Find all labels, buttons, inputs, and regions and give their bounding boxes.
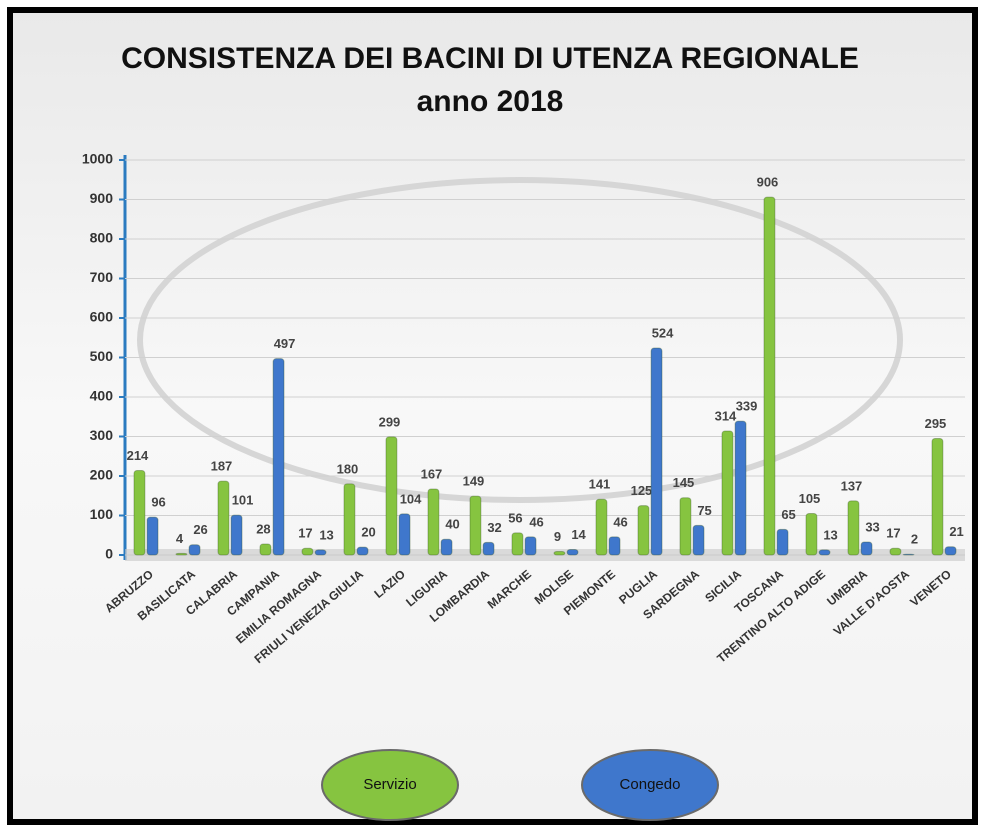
- value-label: 21: [949, 524, 963, 539]
- value-label: 13: [823, 527, 837, 542]
- bar: [567, 549, 578, 555]
- y-tick-label: 500: [90, 348, 114, 364]
- value-label: 13: [319, 527, 333, 542]
- bar: [344, 484, 355, 555]
- value-label: 314: [715, 408, 737, 423]
- value-label: 214: [127, 448, 149, 463]
- bar: [819, 550, 830, 555]
- y-tick-label: 300: [90, 427, 114, 443]
- bar: [176, 553, 187, 555]
- legend-label: Congedo: [620, 776, 681, 793]
- bar: [903, 554, 914, 555]
- value-label: 4: [176, 531, 184, 546]
- bar: [861, 542, 872, 555]
- bar: [890, 548, 901, 555]
- bar: [231, 515, 242, 555]
- value-label: 26: [193, 522, 207, 537]
- bar: [441, 539, 452, 555]
- frame: [10, 10, 975, 822]
- value-label: 125: [631, 483, 653, 498]
- y-tick-label: 200: [90, 467, 114, 483]
- value-label: 65: [781, 507, 795, 522]
- value-label: 2: [911, 532, 918, 547]
- bar: [483, 542, 494, 555]
- value-label: 46: [529, 514, 543, 529]
- y-tick-label: 700: [90, 269, 114, 285]
- y-tick-label: 800: [90, 230, 114, 246]
- bar: [428, 489, 439, 555]
- chart: CONSISTENZA DEI BACINI DI UTENZA REGIONA…: [0, 0, 985, 832]
- value-label: 149: [463, 474, 485, 489]
- value-label: 145: [673, 475, 695, 490]
- bar: [764, 197, 775, 555]
- bar: [554, 551, 565, 555]
- legend-label: Servizio: [363, 776, 416, 793]
- bar: [399, 514, 410, 555]
- value-label: 33: [865, 519, 879, 534]
- value-label: 141: [589, 477, 611, 492]
- value-label: 9: [554, 529, 561, 544]
- bar: [609, 537, 620, 555]
- value-label: 524: [652, 325, 674, 340]
- value-label: 339: [736, 399, 758, 414]
- bar: [147, 517, 158, 555]
- value-label: 17: [298, 526, 312, 541]
- value-label: 295: [925, 416, 947, 431]
- floor: [125, 549, 965, 561]
- y-tick-label: 100: [90, 506, 114, 522]
- bar: [638, 506, 649, 555]
- chart-subtitle: anno 2018: [417, 85, 564, 118]
- bar: [651, 348, 662, 555]
- y-tick-label: 900: [90, 190, 114, 206]
- value-label: 40: [445, 517, 459, 532]
- bar: [315, 550, 326, 555]
- value-label: 96: [151, 495, 165, 510]
- value-label: 32: [487, 520, 501, 535]
- bar: [273, 359, 284, 555]
- bar: [693, 525, 704, 555]
- bar: [806, 514, 817, 555]
- y-tick-label: 400: [90, 388, 114, 404]
- value-label: 28: [256, 521, 270, 536]
- bar: [932, 438, 943, 555]
- bar: [512, 533, 523, 555]
- value-label: 20: [361, 525, 375, 540]
- value-label: 14: [571, 527, 586, 542]
- bar: [777, 529, 788, 555]
- bar: [134, 470, 145, 555]
- bar: [470, 496, 481, 555]
- bar: [386, 437, 397, 555]
- bar: [722, 431, 733, 555]
- value-label: 137: [841, 478, 863, 493]
- bar: [302, 548, 313, 555]
- value-label: 906: [757, 175, 779, 190]
- value-label: 75: [697, 503, 711, 518]
- y-tick-label: 600: [90, 309, 114, 325]
- bar: [189, 545, 200, 555]
- bar: [596, 499, 607, 555]
- value-label: 17: [886, 526, 900, 541]
- value-label: 104: [400, 491, 422, 506]
- value-label: 299: [379, 414, 401, 429]
- value-label: 56: [508, 510, 522, 525]
- bar: [735, 421, 746, 555]
- value-label: 180: [337, 461, 359, 476]
- y-tick-label: 1000: [82, 151, 113, 167]
- bar: [357, 547, 368, 555]
- chart-title: CONSISTENZA DEI BACINI DI UTENZA REGIONA…: [121, 42, 859, 75]
- value-label: 167: [421, 466, 443, 481]
- bar: [218, 481, 229, 555]
- y-tick-label: 0: [105, 546, 113, 562]
- value-label: 46: [613, 514, 627, 529]
- bar: [680, 498, 691, 555]
- bar: [848, 501, 859, 555]
- value-label: 105: [799, 491, 821, 506]
- bar: [945, 547, 956, 555]
- value-label: 497: [274, 336, 296, 351]
- bar: [525, 537, 536, 555]
- bar: [260, 544, 271, 555]
- value-label: 101: [232, 493, 254, 508]
- value-label: 187: [211, 459, 233, 474]
